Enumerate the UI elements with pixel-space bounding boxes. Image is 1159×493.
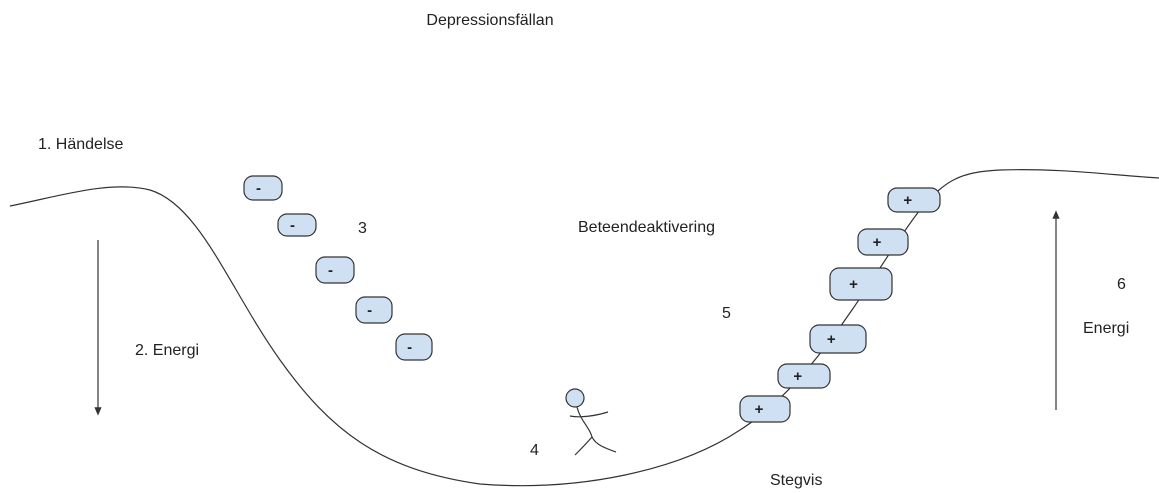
label: 5 [722, 305, 731, 322]
minus-box-symbol: - [256, 180, 261, 197]
valley-curve [10, 170, 1159, 486]
stick-figure [566, 389, 616, 455]
plus-box-symbol: + [793, 368, 802, 385]
plus-box-symbol: + [755, 401, 764, 418]
label: 3 [358, 220, 367, 237]
plus-box [810, 325, 866, 353]
diagram: Depressionsfällan 1. Händelse 2. Energi … [0, 0, 1159, 493]
minus-box-symbol: - [328, 262, 333, 279]
plus-box-symbol: + [903, 192, 912, 209]
minus-box-symbol: - [407, 339, 412, 356]
minus-box [396, 334, 432, 360]
minus-box-symbol: - [367, 302, 372, 319]
minus-box [316, 257, 354, 283]
minus-box [278, 214, 316, 236]
title: Depressionsfällan [426, 12, 553, 29]
minus-box-symbol: - [290, 217, 295, 234]
label: 4 [530, 442, 539, 459]
minus-box [356, 297, 392, 323]
minus-box [244, 176, 282, 200]
label: 6 [1117, 276, 1126, 293]
plus-box [778, 364, 830, 388]
label: Stegvis [770, 472, 822, 489]
plus-box [888, 188, 940, 212]
plus-box [740, 396, 790, 422]
plus-box-symbol: + [827, 331, 836, 348]
label: 2. Energi [135, 342, 199, 359]
label: Energi [1083, 320, 1129, 337]
plus-box-symbol: + [873, 234, 882, 251]
plus-box [830, 268, 892, 300]
label: Beteendeaktivering [578, 219, 715, 236]
label: 1. Händelse [38, 136, 123, 153]
plus-box [858, 229, 908, 255]
plus-box-symbol: + [849, 276, 858, 293]
boxes: - - - - - + + + + + + [244, 176, 940, 422]
